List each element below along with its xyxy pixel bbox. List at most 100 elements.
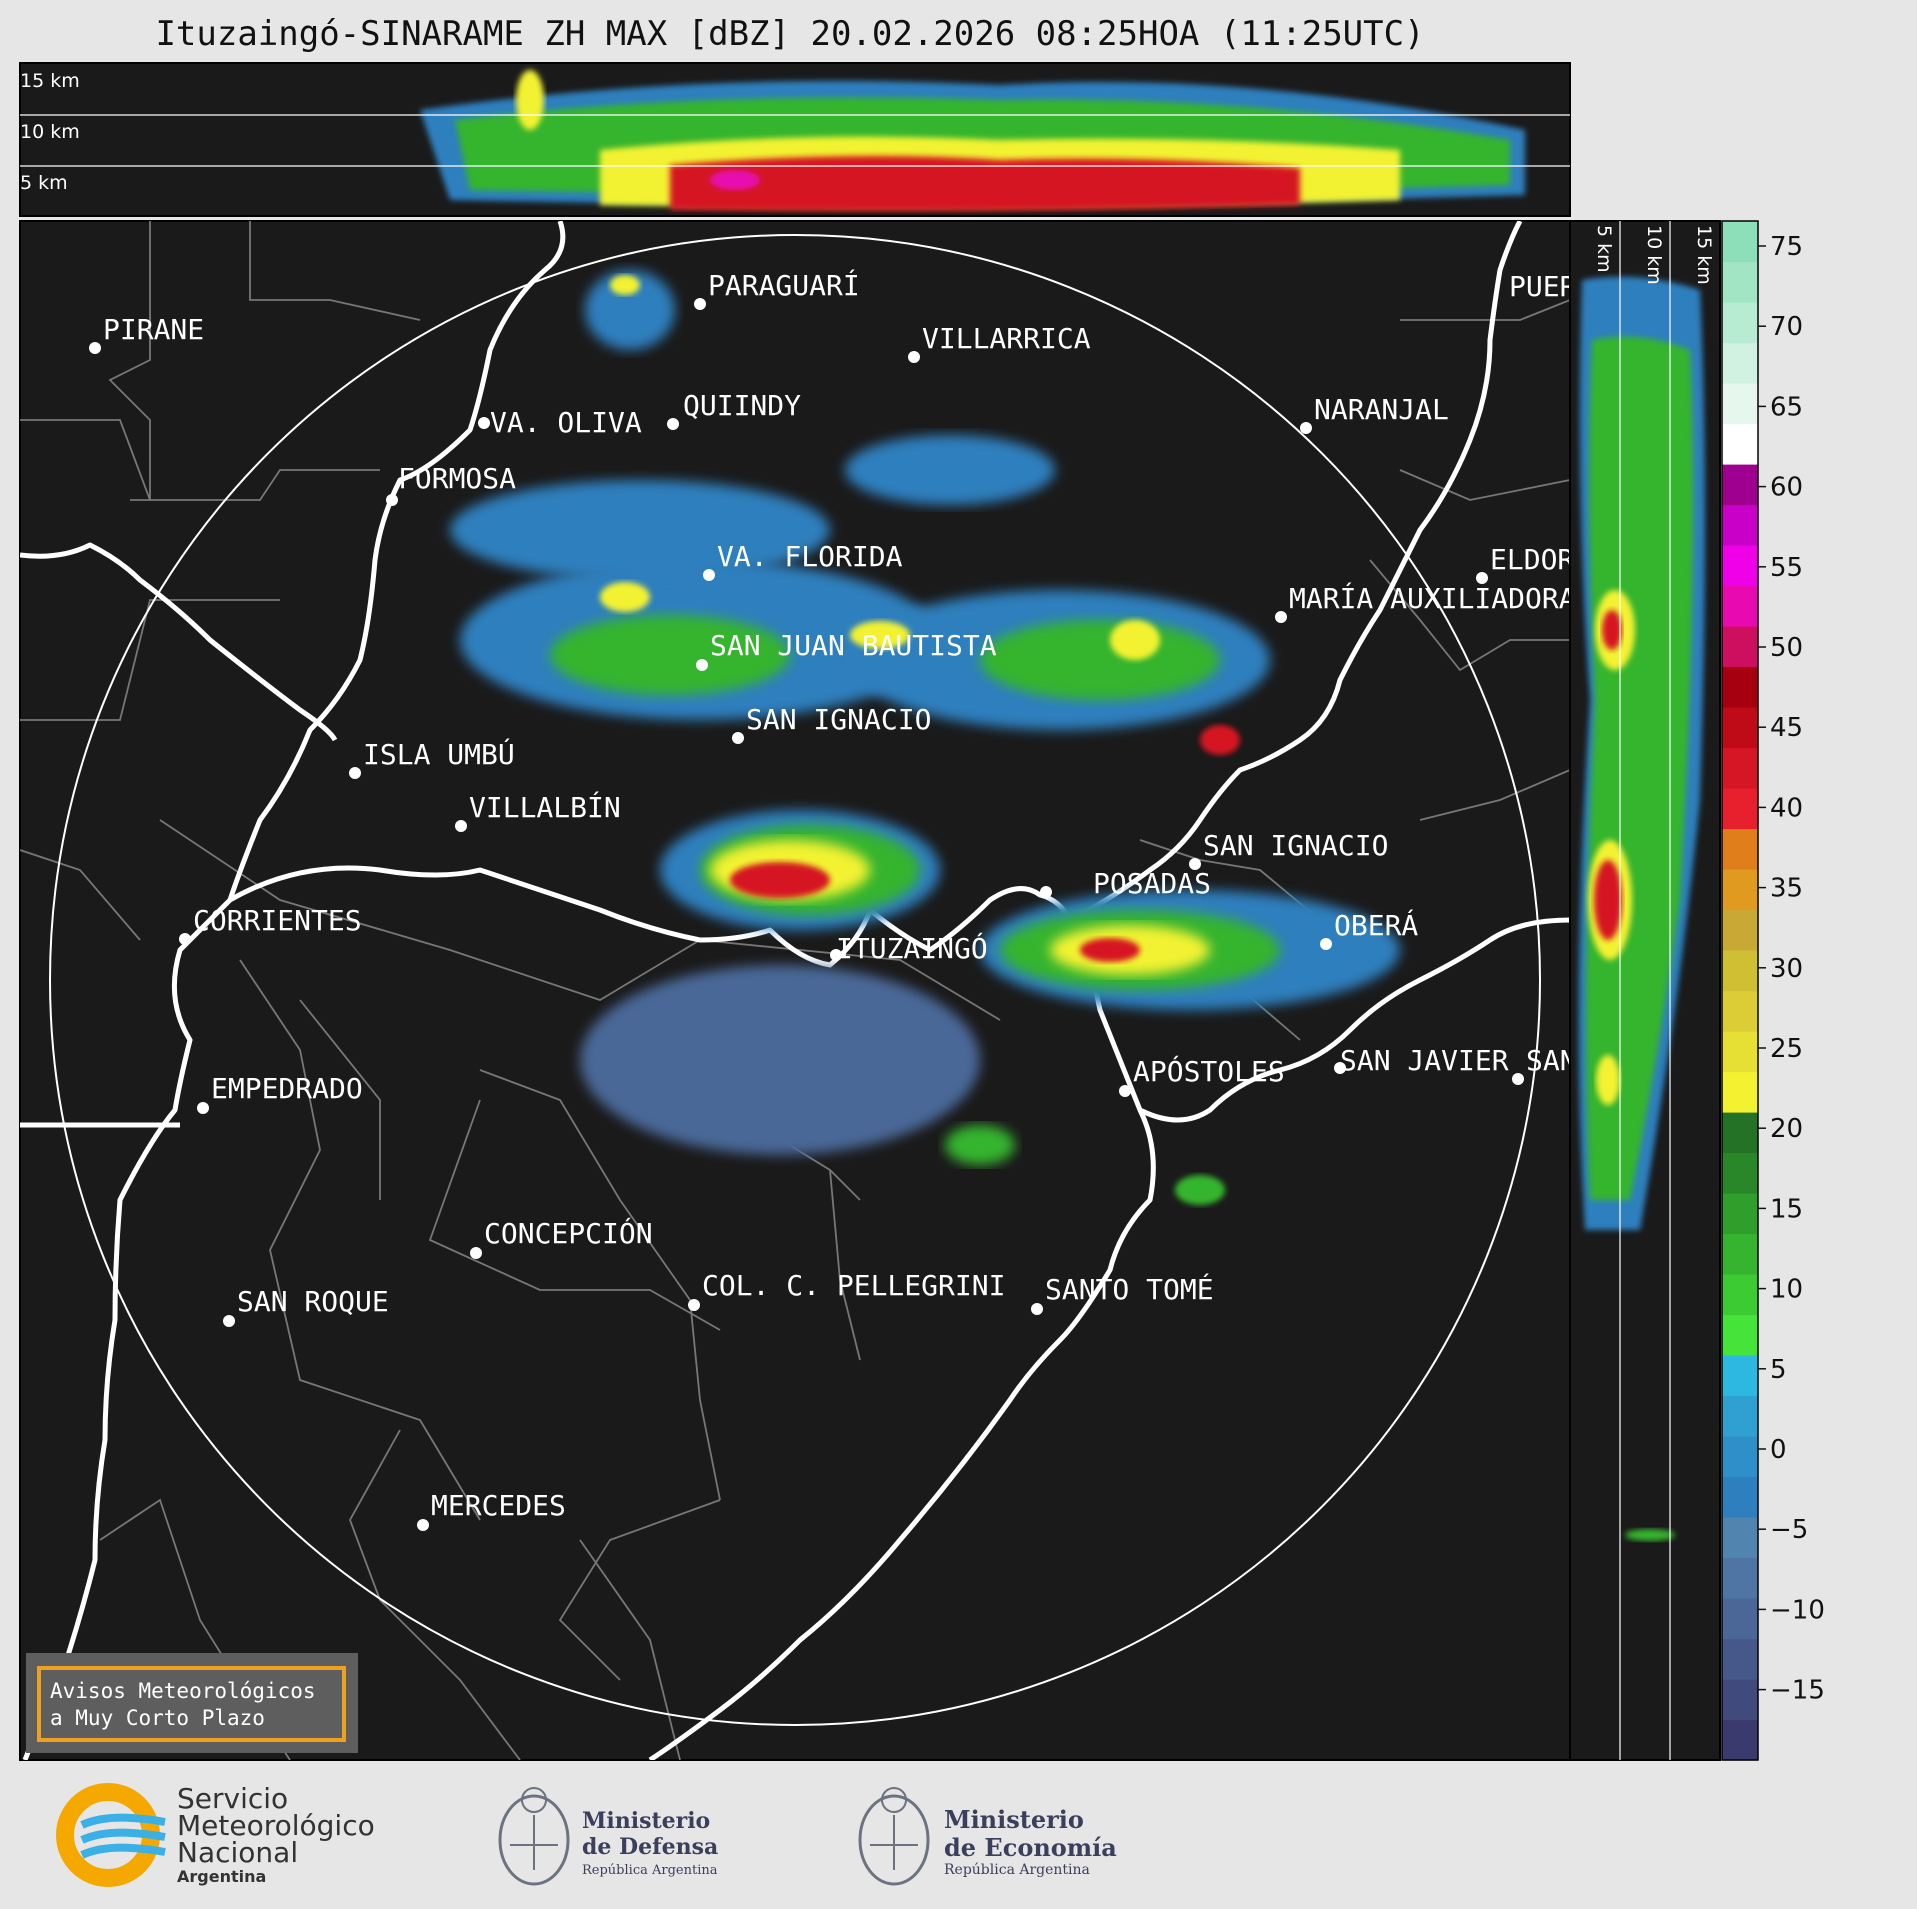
colorbar-swatch: [1722, 1476, 1758, 1518]
city-label: CONCEPCIÓN: [484, 1216, 653, 1250]
colorbar-swatch: [1722, 1152, 1758, 1194]
colorbar-swatch: [1722, 1395, 1758, 1437]
colorbar-swatch: [1722, 828, 1758, 870]
map-title: Ituzaingó-SINARAME ZH MAX [dBZ] 20.02.20…: [155, 14, 1425, 54]
colorbar-tick-label: 20: [1770, 1114, 1803, 1144]
city-label: SANTO TOMÉ: [1045, 1272, 1214, 1306]
colorbar-tick-label: 10: [1770, 1275, 1803, 1305]
city-label: SAN IGNACIO: [746, 703, 931, 736]
colorbar-swatch: [1722, 1719, 1758, 1761]
city-label: SAN IGNACIO: [1203, 829, 1388, 862]
colorbar-swatch: [1722, 666, 1758, 708]
economia-line1: Ministerio: [944, 1805, 1084, 1834]
city-label: PIRANE: [103, 313, 204, 346]
economia-logo: Ministerio de Economía República Argenti…: [858, 1787, 1117, 1886]
colorbar-swatch: [1722, 869, 1758, 911]
city-label: VA. FLORIDA: [717, 540, 903, 573]
defensa-line1: Ministerio: [582, 1808, 710, 1834]
colorbar-tick-label: 25: [1770, 1034, 1803, 1064]
economia-line3: República Argentina: [944, 1862, 1090, 1878]
defensa-line2: de Defensa: [582, 1834, 718, 1860]
colorbar-swatch: [1722, 626, 1758, 668]
warning-box-line2: a Muy Corto Plazo: [50, 1706, 265, 1730]
colorbar-swatch: [1722, 1355, 1758, 1397]
top-height-label-5: 5 km: [20, 172, 68, 194]
colorbar-swatch: [1722, 1112, 1758, 1154]
defensa-logo: Ministerio de Defensa República Argentin…: [498, 1787, 718, 1886]
colorbar-swatch: [1722, 909, 1758, 951]
city-label: OBERÁ: [1334, 908, 1418, 942]
colorbar-tick-label: 55: [1770, 553, 1803, 583]
city-labels: PARAGUARÍ VILLARRICA PIRANE QUIINDY VA. …: [103, 268, 1610, 1522]
side-height-label-10: 10 km: [1643, 225, 1665, 285]
city-label: ITUZAINGÓ: [836, 931, 988, 965]
colorbar-tick-label: 30: [1770, 954, 1803, 984]
side-profile-echoes: [1578, 276, 1705, 1541]
colorbar-swatch: [1722, 1436, 1758, 1478]
city-label: PARAGUARÍ: [708, 268, 860, 302]
colorbar-tick-label: 5: [1770, 1355, 1787, 1385]
colorbar-tick-label: 70: [1770, 312, 1803, 342]
colorbar-tick-label: 0: [1770, 1435, 1787, 1465]
city-label: MARÍA AUXILIADORA: [1289, 581, 1576, 615]
city-label: VILLARRICA: [922, 322, 1091, 355]
city-label: SAN ROQUE: [237, 1285, 389, 1318]
city-label: SAN: [1526, 1044, 1577, 1077]
colorbar-swatch: [1722, 464, 1758, 506]
colorbar-swatch: [1722, 423, 1758, 465]
colorbar-tick-label: 50: [1770, 633, 1803, 663]
colorbar-swatch: [1722, 1274, 1758, 1316]
colorbar-swatch: [1722, 707, 1758, 749]
colorbar-swatch: [1722, 545, 1758, 587]
smn-line3: Nacional: [177, 1836, 298, 1869]
colorbar-tick-label: 75: [1770, 232, 1803, 262]
colorbar-swatch: [1722, 221, 1758, 263]
smn-line1: Servicio: [177, 1782, 288, 1815]
warning-box-line1: Avisos Meteorológicos: [50, 1679, 316, 1703]
colorbar-swatch: [1722, 950, 1758, 992]
warning-box-frame: [37, 1666, 346, 1742]
city-label: ISLA UMBÚ: [363, 737, 515, 771]
colorbar-swatch: [1722, 302, 1758, 344]
colorbar-tick-label: 65: [1770, 392, 1803, 422]
colorbar-swatch: [1722, 1598, 1758, 1640]
defensa-line3: República Argentina: [582, 1863, 718, 1878]
colorbar-swatch: [1722, 1071, 1758, 1113]
city-label: APÓSTOLES: [1133, 1054, 1285, 1088]
city-label: FORMOSA: [398, 462, 516, 495]
colorbar-tick-label: −15: [1770, 1676, 1825, 1706]
colorbar-swatch: [1722, 1031, 1758, 1073]
city-label: NARANJAL: [1314, 393, 1449, 426]
smn-line2: Meteorológico: [177, 1809, 375, 1842]
colorbar-swatch: [1722, 1517, 1758, 1559]
city-label: MERCEDES: [431, 1489, 566, 1522]
colorbar-swatch: [1722, 1638, 1758, 1680]
colorbar-frame: [1721, 220, 1759, 1761]
smn-logo: Servicio Meteorológico Nacional Argentin…: [56, 1782, 375, 1887]
range-ring: [49, 234, 1541, 1726]
top-height-label-10: 10 km: [20, 121, 80, 143]
radar-echoes: [450, 270, 1400, 1205]
map-layer: PARAGUARÍ VILLARRICA PIRANE QUIINDY VA. …: [20, 221, 1610, 1760]
colorbar-swatch: [1722, 1193, 1758, 1235]
colorbar-swatch: [1722, 1233, 1758, 1275]
colorbar-tick-label: 35: [1770, 874, 1803, 904]
colorbar: [1722, 221, 1758, 1761]
side-height-label-5: 5 km: [1593, 225, 1615, 273]
colorbar-swatch: [1722, 788, 1758, 830]
city-label: CORRIENTES: [193, 904, 362, 937]
economia-line2: de Economía: [944, 1833, 1117, 1862]
colorbar-swatch: [1722, 504, 1758, 546]
colorbar-swatch: [1722, 747, 1758, 789]
city-label: SAN JAVIER: [1340, 1044, 1509, 1077]
colorbar-swatch: [1722, 585, 1758, 627]
city-label: PUERTO: [1509, 270, 1610, 303]
colorbar-swatch: [1722, 1679, 1758, 1721]
city-label: EMPEDRADO: [211, 1072, 363, 1105]
city-label: VILLALBÍN: [469, 790, 621, 824]
top-profile-echoes: [420, 70, 1525, 212]
colorbar-tick-label: 15: [1770, 1194, 1803, 1224]
smn-line4: Argentina: [177, 1867, 266, 1886]
city-label: POSADAS: [1093, 867, 1211, 900]
